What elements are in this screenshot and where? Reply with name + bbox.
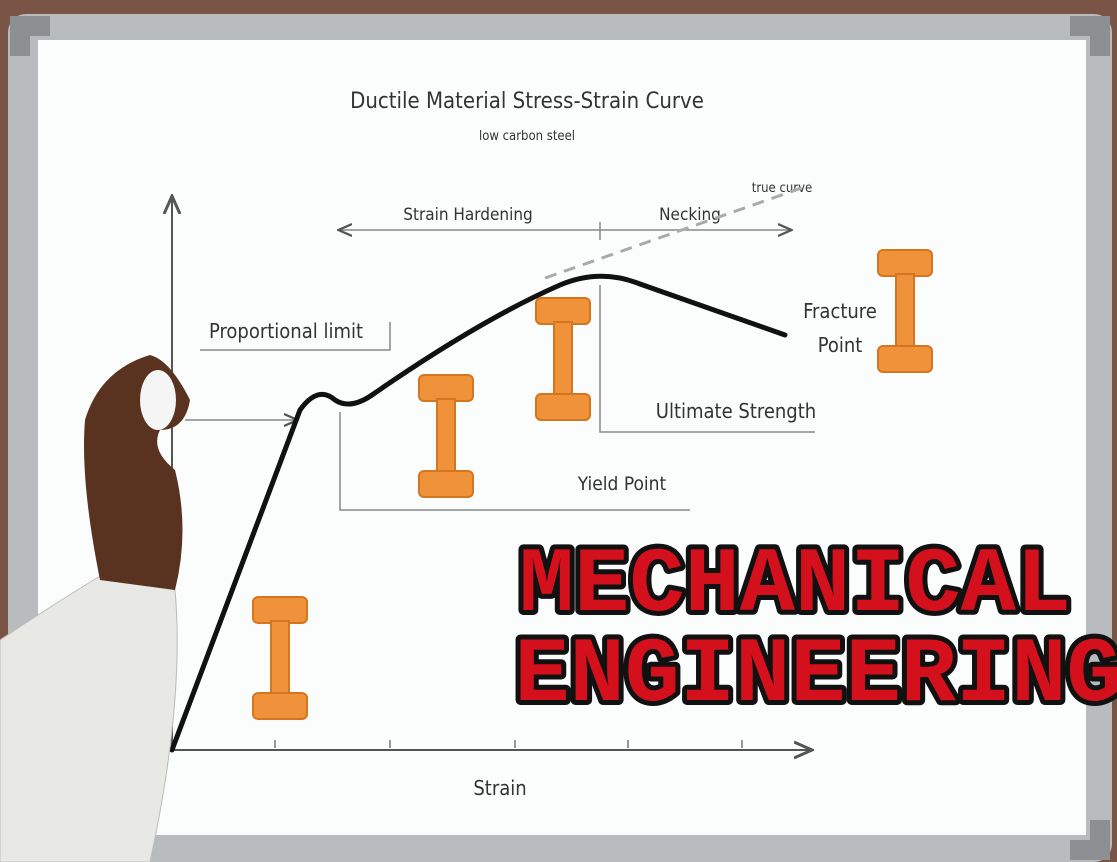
ultimate-strength-label: Ultimate Strength (656, 399, 816, 423)
necking-label: Necking (659, 205, 721, 225)
strain-hardening-label: Strain Hardening (403, 205, 533, 225)
yield-point-label: Yield Point (577, 473, 667, 495)
title: Ductile Material Stress-Strain Curve (350, 89, 704, 114)
banner-line2: ENGINEERING (514, 623, 1117, 728)
whiteboard-scene: Ductile Material Stress-Strain Curve low… (0, 0, 1117, 862)
fracture-label-line1: Fracture (803, 299, 877, 323)
proportional-limit-label: Proportional limit (209, 319, 363, 343)
fracture-label-line2: Point (818, 333, 863, 357)
subtitle: low carbon steel (479, 129, 575, 144)
marker (140, 370, 176, 430)
x-axis-label: Strain (473, 776, 526, 800)
